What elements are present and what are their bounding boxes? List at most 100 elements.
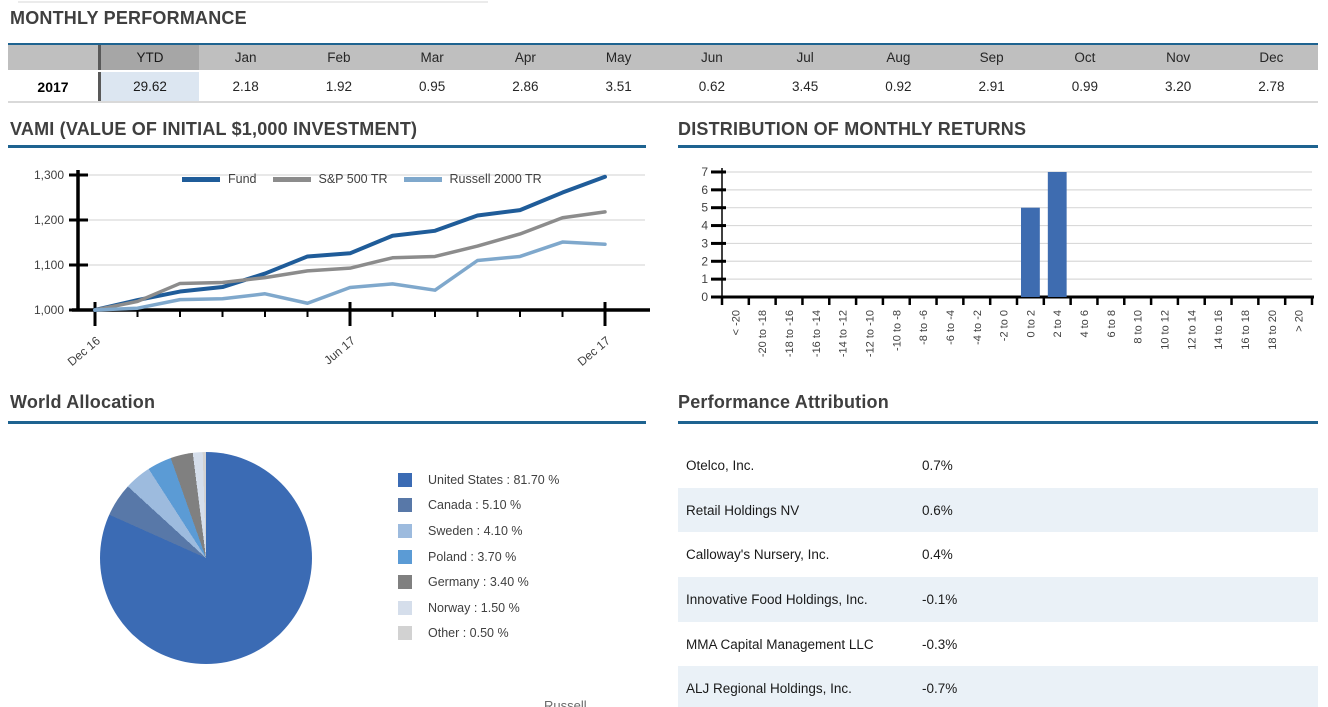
world-allocation-title: World Allocation <box>10 392 156 412</box>
svg-text:1,000: 1,000 <box>34 303 64 317</box>
vami-title-underline <box>8 145 646 148</box>
vami-legend-item: Russell 2000 TR <box>403 172 542 186</box>
legend-color-swatch <box>398 549 412 564</box>
svg-text:-4 to -2: -4 to -2 <box>972 310 984 345</box>
svg-text:1,300: 1,300 <box>34 168 64 182</box>
pie-legend-item: Other : 0.50 % <box>398 621 559 647</box>
vami-title: VAMI (VALUE OF INITIAL $1,000 INVESTMENT… <box>10 119 418 139</box>
legend-line-swatch <box>403 176 442 182</box>
svg-text:Dec 16: Dec 16 <box>65 333 103 368</box>
svg-text:> 20: > 20 <box>1294 310 1306 332</box>
world-allocation-title-underline <box>8 421 646 424</box>
attribution-name: ALJ Regional Holdings, Inc. <box>686 681 852 697</box>
vami-legend-label: Russell 2000 TR <box>449 172 542 186</box>
svg-text:2: 2 <box>701 254 708 268</box>
attribution-value: -0.1% <box>922 591 958 607</box>
pie-legend-item: Norway : 1.50 % <box>398 595 559 621</box>
monthly-performance-header-row: YTD Jan Feb Mar Apr May Jun Jul Aug Sep Oct Nov Dec <box>8 45 1318 72</box>
attribution-row: Innovative Food Holdings, Inc. -0.1% <box>678 577 1318 622</box>
month-value-cell: 2.78 <box>1258 79 1285 94</box>
vami-legend-item: Fund <box>182 172 257 186</box>
month-value-cell: 0.95 <box>418 79 446 94</box>
month-header-cell: Jan <box>234 50 257 65</box>
svg-text:4 to 6: 4 to 6 <box>1079 310 1091 338</box>
legend-color-swatch <box>398 472 412 487</box>
month-value-cell: 2.86 <box>512 79 539 94</box>
month-header-cell: Feb <box>327 50 351 65</box>
performance-attribution-title-underline <box>678 421 1318 424</box>
monthly-performance-data-row: 2017 29.62 2.18 1.92 0.95 2.86 3.51 0.62 3.45 0… <box>8 72 1318 103</box>
svg-text:1: 1 <box>701 272 708 286</box>
pie-legend-item: Germany : 3.40 % <box>398 569 559 595</box>
svg-text:-2 to 0: -2 to 0 <box>999 310 1011 341</box>
vami-legend: Fund S&P 500 TR Russell 2000 TR <box>182 172 542 186</box>
svg-text:-10 to -8: -10 to -8 <box>891 310 903 351</box>
monthly-performance-table: YTD Jan Feb Mar Apr May Jun Jul Aug Sep Oct Nov Dec… <box>8 43 1318 103</box>
attribution-value: 0.7% <box>922 457 953 473</box>
vami-line-chart: 1,000 1,100 1,200 1,300 Dec 16 Jun 17 Dec 17 <box>34 168 650 369</box>
pie-legend-item: United States : 81.70 % <box>398 467 559 493</box>
world-allocation-legend: United States : 81.70 % Canada : 5.10 % Sw… <box>398 467 559 646</box>
month-header-cell: May <box>605 50 632 65</box>
pie-legend-item: Canada : 5.10 % <box>398 493 559 519</box>
legend-line-swatch <box>272 176 311 182</box>
svg-text:18 to 20: 18 to 20 <box>1267 310 1279 350</box>
attribution-value: -0.7% <box>922 681 958 697</box>
month-value-cell: 3.45 <box>791 79 819 94</box>
month-header-cell: Apr <box>514 50 536 65</box>
month-header-cell: Aug <box>886 50 911 65</box>
svg-text:-18 to -16: -18 to -16 <box>784 310 796 357</box>
legend-color-swatch <box>398 575 412 590</box>
attribution-row: Otelco, Inc. 0.7% <box>678 443 1318 488</box>
attribution-value: 0.6% <box>922 502 953 518</box>
performance-attribution-table: Otelco, Inc. 0.7% Retail Holdings NV 0.6% Ca… <box>678 443 1318 707</box>
svg-text:16 to 18: 16 to 18 <box>1240 310 1252 350</box>
attribution-name: Retail Holdings NV <box>686 502 800 518</box>
month-value-cell: 2.18 <box>232 79 259 94</box>
attribution-row: Calloway's Nursery, Inc. 0.4% <box>678 532 1318 577</box>
svg-text:-12 to -10: -12 to -10 <box>865 310 877 357</box>
svg-text:-20 to -18: -20 to -18 <box>757 310 769 357</box>
attribution-name: MMA Capital Management LLC <box>686 636 874 652</box>
world-allocation-pie-chart <box>100 452 312 664</box>
attribution-name: Innovative Food Holdings, Inc. <box>686 591 868 607</box>
month-header-cell: Sep <box>979 50 1004 65</box>
svg-text:-6 to -4: -6 to -4 <box>945 310 957 345</box>
svg-text:0 to 2: 0 to 2 <box>1025 310 1037 338</box>
svg-text:1,100: 1,100 <box>34 258 64 272</box>
vami-legend-label: Fund <box>228 172 257 186</box>
pie-legend-label: Canada : 5.10 % <box>428 498 522 513</box>
svg-text:6: 6 <box>701 183 708 197</box>
attribution-row: ALJ Regional Holdings, Inc. -0.7% <box>678 666 1318 707</box>
distribution-title-underline <box>678 145 1318 148</box>
svg-text:Dec 17: Dec 17 <box>575 333 613 368</box>
attribution-row: Retail Holdings NV 0.6% <box>678 487 1318 533</box>
svg-text:6 to 8: 6 to 8 <box>1106 310 1118 338</box>
pie-legend-label: Other : 0.50 % <box>428 626 509 641</box>
svg-text:< -20: < -20 <box>730 310 742 335</box>
month-value-cell: 3.20 <box>1164 79 1192 94</box>
attribution-value: -0.3% <box>922 636 958 652</box>
month-value-cell: 1.92 <box>325 79 353 94</box>
svg-text:7: 7 <box>701 165 708 179</box>
pie-legend-item: Poland : 3.70 % <box>398 544 559 570</box>
clipped-top-text <box>18 1 488 3</box>
svg-text:-14 to -12: -14 to -12 <box>838 310 850 357</box>
attribution-value: 0.4% <box>922 547 953 563</box>
attribution-name: Calloway's Nursery, Inc. <box>686 547 830 563</box>
svg-text:2 to 4: 2 to 4 <box>1052 310 1064 338</box>
vami-legend-item: S&P 500 TR <box>272 172 388 186</box>
svg-text:Jun 17: Jun 17 <box>321 333 358 367</box>
monthly-performance-title: MONTHLY PERFORMANCE <box>10 8 247 28</box>
svg-text:0: 0 <box>701 290 708 304</box>
svg-text:3: 3 <box>701 236 708 250</box>
clipped-footer-text: Russell <box>544 698 587 707</box>
pie-legend-label: Norway : 1.50 % <box>428 600 520 615</box>
legend-color-swatch <box>398 498 412 513</box>
svg-text:12 to 14: 12 to 14 <box>1186 310 1198 350</box>
month-header-cell: Oct <box>1074 50 1096 65</box>
year-row-label: 2017 <box>37 78 69 95</box>
pie-legend-label: Sweden : 4.10 % <box>428 523 523 538</box>
vami-legend-label: S&P 500 TR <box>318 172 388 186</box>
pie-legend-item: Sweden : 4.10 % <box>398 518 559 544</box>
